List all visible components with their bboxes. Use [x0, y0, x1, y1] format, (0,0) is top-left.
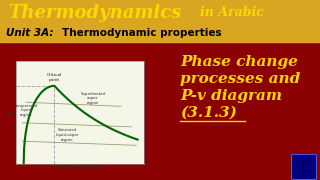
- Bar: [0, 25, 320, 42]
- Text: Unit 3A:: Unit 3A:: [6, 28, 53, 39]
- Text: Thermodynamic properties: Thermodynamic properties: [62, 28, 222, 39]
- Text: processes and: processes and: [180, 72, 300, 86]
- Text: Phase change: Phase change: [180, 55, 298, 69]
- FancyBboxPatch shape: [292, 154, 316, 179]
- X-axis label: v  (specific volume): v (specific volume): [56, 165, 104, 170]
- Text: P-v diagram: P-v diagram: [180, 89, 282, 103]
- Text: 💡: 💡: [300, 161, 308, 174]
- Y-axis label: P: P: [8, 111, 13, 114]
- Text: Critical
point: Critical point: [47, 73, 62, 82]
- Text: Superheated
vapor
region: Superheated vapor region: [80, 92, 105, 105]
- Text: in Arabic: in Arabic: [200, 6, 264, 19]
- Text: (3.1.3): (3.1.3): [180, 106, 237, 120]
- Text: Saturated
liquid-vapor
region: Saturated liquid-vapor region: [55, 129, 79, 142]
- Text: Compressed
liquid
region: Compressed liquid region: [14, 104, 38, 117]
- Text: Thermodynamics: Thermodynamics: [8, 3, 181, 21]
- Bar: [0, 0, 320, 25]
